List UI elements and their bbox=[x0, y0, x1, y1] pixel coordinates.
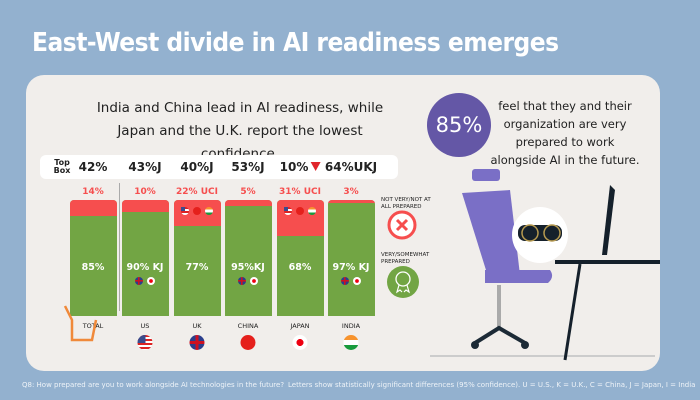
bar-us bbox=[122, 200, 169, 316]
flag-jp-icon bbox=[292, 335, 308, 350]
flag-us-icon bbox=[137, 335, 153, 350]
footer-note: Letters show statistically significant d… bbox=[288, 381, 696, 389]
flag-cn-icon bbox=[193, 207, 201, 215]
category-label-total: TOTAL bbox=[82, 322, 104, 330]
top-box-text: 40%J bbox=[180, 160, 214, 174]
top-box-value-india: 64%UKJ bbox=[325, 160, 377, 174]
label-prepared-china: 95%KJ bbox=[231, 262, 265, 273]
stat-circle: 85% bbox=[427, 93, 491, 157]
category-label-us: US bbox=[140, 322, 150, 330]
sig-flags-india bbox=[339, 277, 363, 285]
bar-uk bbox=[174, 200, 221, 316]
stat-text: feel that they and their organization ar… bbox=[490, 99, 640, 167]
legend-not-prepared-label: NOT VERY/NOT AT ALL PREPARED bbox=[381, 197, 431, 210]
flag-jp-icon bbox=[353, 277, 361, 285]
page-title: East-West divide in AI readiness emerges bbox=[32, 28, 559, 58]
top-box-text: 42% bbox=[78, 160, 108, 174]
flag-uk-icon bbox=[135, 277, 143, 285]
label-not-prepared-total: 14% bbox=[82, 187, 104, 197]
top-box-text: 64%UKJ bbox=[324, 160, 378, 174]
bar-segment-not-prepared-japan bbox=[277, 200, 324, 236]
bar-india bbox=[328, 200, 375, 316]
label-not-prepared-japan: 31% UCI bbox=[279, 187, 321, 197]
hand-icon bbox=[63, 305, 98, 342]
top-box-text: 43%J bbox=[128, 160, 162, 174]
top-box-text: 53%J bbox=[231, 160, 265, 174]
flag-jp-icon bbox=[147, 277, 155, 285]
sig-flags-us bbox=[133, 277, 157, 285]
top-box-value-us: 43%J bbox=[128, 160, 161, 174]
flag-cn-icon bbox=[240, 335, 256, 350]
bar-segment-not-prepared-china bbox=[225, 200, 272, 206]
bar-china bbox=[225, 200, 272, 316]
bar-segment-not-prepared-us bbox=[122, 200, 169, 212]
bar-segment-not-prepared-total bbox=[70, 200, 117, 217]
label-prepared-india: 97% KJ bbox=[332, 262, 370, 273]
flag-us-icon bbox=[284, 207, 292, 215]
label-prepared-us: 90% KJ bbox=[126, 262, 164, 273]
flag-jp-icon bbox=[250, 277, 258, 285]
flag-in-icon bbox=[308, 207, 316, 215]
flag-cn-icon bbox=[296, 207, 304, 215]
category-label-japan: JAPAN bbox=[290, 322, 310, 330]
legend-prepared-label: VERY/SOMEWHAT PREPARED bbox=[381, 252, 430, 265]
top-box-row: Top Box 42% 43%J 40%J 53%J 10% 64%UKJ bbox=[40, 155, 398, 179]
top-box-value-japan: 10% bbox=[280, 160, 321, 174]
top-box-text: 10% bbox=[279, 160, 309, 174]
sig-flags-uk bbox=[179, 207, 215, 215]
flag-uk-icon bbox=[238, 277, 246, 285]
label-not-prepared-china: 5% bbox=[240, 187, 256, 197]
flag-us-icon bbox=[181, 207, 189, 215]
sig-flags-china bbox=[236, 277, 260, 285]
label-prepared-total: 85% bbox=[81, 262, 105, 273]
subtitle: India and China lead in AI readiness, wh… bbox=[96, 100, 384, 162]
category-label-china: CHINA bbox=[237, 322, 259, 330]
flag-in-icon bbox=[343, 335, 359, 350]
bar-total bbox=[70, 200, 117, 316]
robot-at-desk-illustration bbox=[430, 169, 660, 361]
bar-japan bbox=[277, 200, 324, 316]
label-not-prepared-india: 3% bbox=[343, 187, 359, 197]
category-label-india: INDIA bbox=[341, 322, 361, 330]
label-prepared-uk: 77% bbox=[185, 262, 209, 273]
label-not-prepared-uk: 22% UCI bbox=[176, 187, 218, 197]
down-triangle-icon bbox=[310, 162, 321, 171]
top-box-value-china: 53%J bbox=[231, 160, 264, 174]
footer-question: Q8: How prepared are you to work alongsi… bbox=[22, 381, 285, 389]
category-label-uk: UK bbox=[192, 322, 202, 330]
top-box-value-total: 42% bbox=[79, 160, 108, 174]
label-prepared-japan: 68% bbox=[288, 262, 312, 273]
top-box-value-uk: 40%J bbox=[180, 160, 213, 174]
sig-flags-japan bbox=[282, 207, 318, 215]
bar-segment-not-prepared-india bbox=[328, 200, 375, 204]
top-box-label: Top Box bbox=[53, 158, 71, 175]
flag-uk-icon bbox=[189, 335, 205, 350]
flag-in-icon bbox=[205, 207, 213, 215]
x-circle-icon bbox=[387, 210, 417, 240]
flag-uk-icon bbox=[341, 277, 349, 285]
divider bbox=[119, 183, 120, 311]
label-not-prepared-us: 10% bbox=[134, 187, 156, 197]
award-badge-icon bbox=[387, 266, 419, 298]
